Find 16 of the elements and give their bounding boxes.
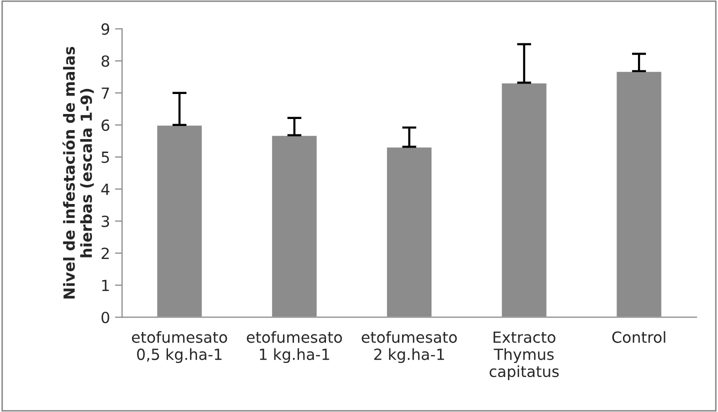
y-tick-label: 9 [101,23,110,35]
y-tick-label: 5 [102,152,109,164]
y-tick-label: 3 [102,216,110,228]
y-tick-label: 7 [102,88,109,99]
y-axis-title: Nivel de infestación de malas hierbas (escala 1-9) [62,46,94,299]
x-tick-label: etofumesato 1 kg.ha-1 [246,331,342,364]
y-tick-label: 1 [102,280,109,291]
x-tick-label: Control [612,331,666,343]
y-tick-label: 2 [102,248,109,259]
y-tick-label: 4 [101,184,110,195]
x-tick-label: etofumesato 2 kg.ha-1 [362,331,457,364]
y-tick-label: 8 [102,55,110,67]
y-tick-label: 0 [102,312,110,324]
x-tick-label: etofumesato 0,5 kg.ha-1 [132,331,228,364]
x-tick-label: Extracto Thymus capitatus [490,332,559,380]
y-tick-label: 6 [102,119,110,131]
